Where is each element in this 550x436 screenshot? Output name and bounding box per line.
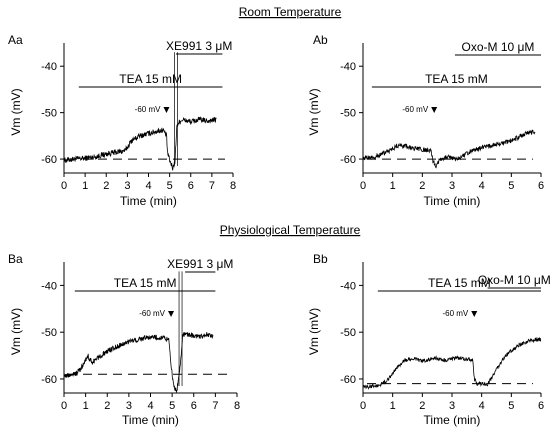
x-tick-label: 3 xyxy=(126,400,132,412)
marker-label: -60 mV xyxy=(139,309,165,318)
y-axis-label: Vm (mV) xyxy=(307,308,321,355)
x-axis-label: Time (min) xyxy=(120,194,177,208)
chart-panel-aa: 0 1 2 3 4 5 6 7 8 -40 -50 -60 Time (min) Vm (mV) Aa TEA… xyxy=(8,33,236,208)
y-tick-label: -60 xyxy=(41,154,57,166)
membrane-potential-trace xyxy=(362,336,542,390)
x-tick-label: 5 xyxy=(508,180,514,192)
chart-panel-ab: 0 1 2 3 4 5 6 -40 -50 -60 Time (min) Vm (mV) Ab TEA 1… xyxy=(307,33,544,208)
chart-panel-bb: 0 1 2 3 4 5 6 -40 -50 -60 Time (min) Vm (mV) Bb TEA 1… xyxy=(307,252,550,427)
marker-triangle-icon xyxy=(431,107,438,113)
x-axis-label: Time (min) xyxy=(424,413,481,427)
x-tick-label: 2 xyxy=(104,400,110,412)
y-tick-label: -50 xyxy=(41,108,57,120)
y-tick-label: -50 xyxy=(41,327,57,339)
x-tick-label: 1 xyxy=(390,180,396,192)
x-tick-label: 6 xyxy=(538,180,544,192)
marker-triangle-icon xyxy=(163,107,170,113)
x-tick-label: 0 xyxy=(61,180,67,192)
x-tick-label: 4 xyxy=(479,400,485,412)
x-tick-label: 7 xyxy=(212,400,218,412)
marker-triangle-icon xyxy=(168,311,175,317)
x-tick-label: 4 xyxy=(147,400,153,412)
y-tick-label: -40 xyxy=(41,61,57,73)
y-tick-label: -60 xyxy=(340,154,356,166)
panel-label: Aa xyxy=(8,33,23,47)
x-tick-label: 1 xyxy=(83,400,89,412)
drug-bar-label: XE991 3 μM xyxy=(167,257,233,271)
drug-bar-label: TEA 15 mM xyxy=(119,72,182,86)
panel-label: Bb xyxy=(313,252,328,266)
x-axis-label: Time (min) xyxy=(122,413,179,427)
y-tick-label: -40 xyxy=(41,280,57,292)
panel-label: Ba xyxy=(8,252,23,266)
drug-bar-label: Oxo-M 10 μM xyxy=(462,40,535,54)
x-tick-label: 4 xyxy=(479,180,485,192)
x-tick-label: 5 xyxy=(169,400,175,412)
y-axis-label: Vm (mV) xyxy=(9,308,23,355)
drug-bar-label: TEA 15 mM xyxy=(428,276,491,290)
y-tick-label: -40 xyxy=(340,280,356,292)
membrane-potential-trace xyxy=(63,116,217,171)
x-tick-label: 0 xyxy=(360,400,366,412)
x-tick-label: 0 xyxy=(61,400,67,412)
x-tick-label: 2 xyxy=(103,180,109,192)
marker-label: -60 mV xyxy=(135,105,161,114)
x-tick-label: 2 xyxy=(419,400,425,412)
x-tick-label: 0 xyxy=(360,180,366,192)
drug-bar-label: TEA 15 mM xyxy=(114,276,177,290)
x-tick-label: 6 xyxy=(188,180,194,192)
heading-physiological-temperature: Physiological Temperature xyxy=(220,223,361,237)
y-tick-label: -60 xyxy=(340,374,356,386)
x-tick-label: 6 xyxy=(538,400,544,412)
membrane-potential-trace xyxy=(362,129,536,169)
x-tick-label: 3 xyxy=(449,400,455,412)
y-tick-label: -40 xyxy=(340,61,356,73)
y-axis-label: Vm (mV) xyxy=(307,88,321,135)
x-tick-label: 2 xyxy=(419,180,425,192)
marker-triangle-icon xyxy=(471,311,478,317)
x-tick-label: 3 xyxy=(124,180,130,192)
x-tick-label: 8 xyxy=(230,180,236,192)
x-tick-label: 7 xyxy=(209,180,215,192)
x-tick-label: 1 xyxy=(82,180,88,192)
y-axis-label: Vm (mV) xyxy=(9,88,23,135)
x-axis-label: Time (min) xyxy=(424,194,481,208)
x-tick-label: 5 xyxy=(508,400,514,412)
heading-room-temperature: Room Temperature xyxy=(239,5,342,19)
marker-label: -60 mV xyxy=(442,309,468,318)
x-tick-label: 3 xyxy=(449,180,455,192)
drug-bar-label: XE991 3 μM xyxy=(166,39,232,53)
y-tick-label: -50 xyxy=(340,108,356,120)
x-tick-label: 6 xyxy=(191,400,197,412)
x-tick-label: 5 xyxy=(167,180,173,192)
x-tick-label: 4 xyxy=(145,180,151,192)
x-tick-label: 8 xyxy=(234,400,240,412)
panel-label: Ab xyxy=(313,33,328,47)
membrane-potential-trace xyxy=(63,332,214,394)
chart-panel-ba: 0 1 2 3 4 5 6 7 8 -40 -50 -60 Time (min) Vm (mV) Ba TEA… xyxy=(8,252,240,427)
drug-bar-label: TEA 15 mM xyxy=(425,72,488,86)
x-tick-label: 1 xyxy=(390,400,396,412)
drug-bar-label: Oxo-M 10 μM xyxy=(478,273,550,287)
marker-label: -60 mV xyxy=(402,105,428,114)
y-tick-label: -60 xyxy=(41,374,57,386)
y-tick-label: -50 xyxy=(340,327,356,339)
